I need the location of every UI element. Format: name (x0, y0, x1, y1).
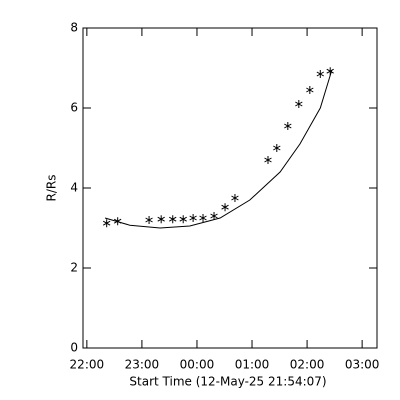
x-tick-label: 03:00 (345, 358, 380, 372)
y-tick-label: 6 (70, 101, 78, 115)
data-point (273, 144, 281, 152)
x-tick-label: 01:00 (235, 358, 270, 372)
x-tick-label: 00:00 (180, 358, 215, 372)
y-axis-label: R/Rs (45, 175, 59, 202)
fit-line (104, 69, 333, 229)
y-tick-label: 8 (70, 21, 78, 35)
data-point (169, 215, 177, 224)
data-point (145, 216, 153, 224)
x-tick-label: 23:00 (125, 358, 160, 372)
data-point (231, 194, 239, 202)
data-point (199, 214, 207, 222)
data-point (221, 203, 229, 212)
plot-frame (82, 27, 378, 349)
data-point (284, 122, 292, 130)
y-tick-label: 0 (70, 341, 78, 355)
x-tick-label: 02:00 (290, 358, 325, 372)
data-point (189, 214, 197, 222)
data-point (264, 156, 272, 164)
data-point (306, 86, 314, 94)
data-point (157, 215, 165, 224)
data-point (102, 219, 111, 228)
data-point (295, 100, 303, 108)
data-point (179, 215, 187, 224)
data-point (316, 70, 325, 78)
x-tick-label: 22:00 (70, 358, 105, 372)
x-axis-label: Start Time (12-May-25 21:54:07) (129, 375, 326, 389)
y-tick-label: 2 (70, 261, 78, 275)
data-point (210, 212, 218, 220)
y-tick-label: 4 (70, 181, 78, 195)
